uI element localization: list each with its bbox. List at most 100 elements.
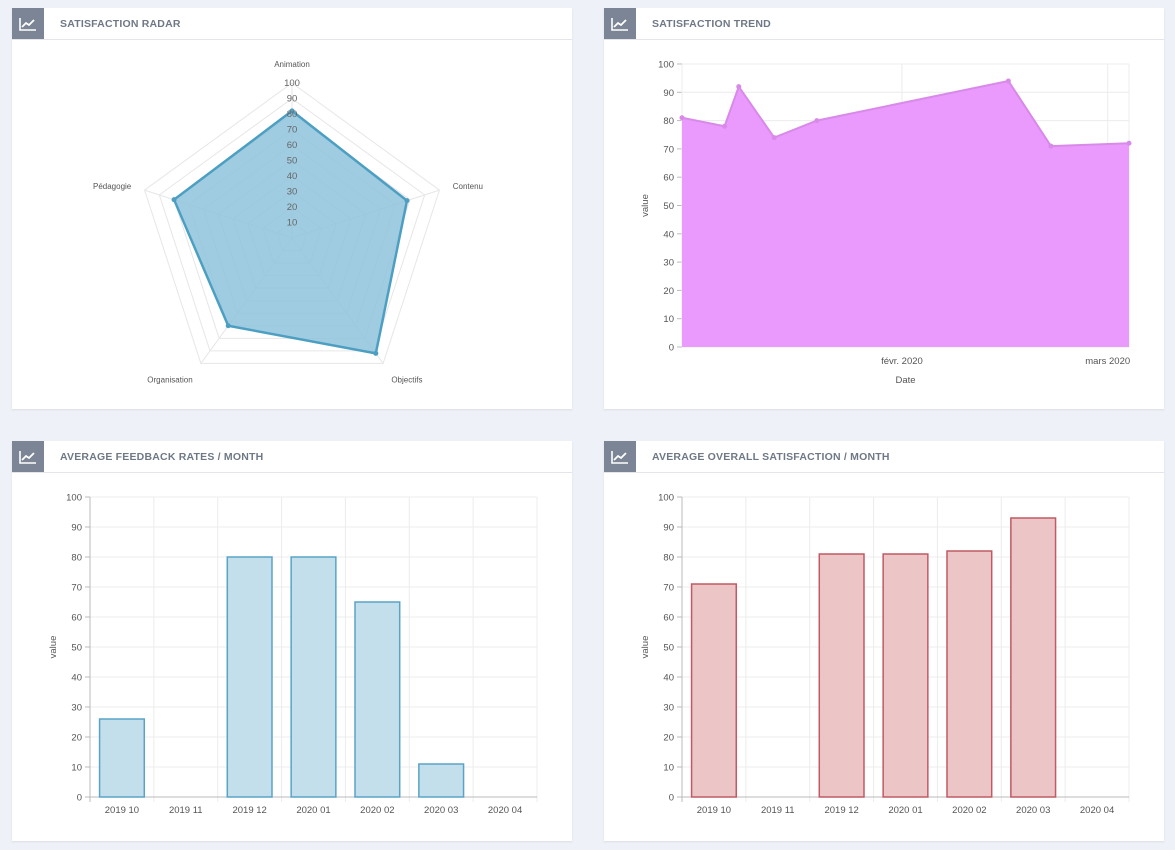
radar-tick-label: 90: [287, 94, 298, 105]
overall-y-tick-label: 50: [663, 643, 674, 654]
trend-y-tick-label: 40: [663, 229, 674, 240]
feedback-y-axis-label: value: [48, 636, 59, 659]
radar-tick-label: 60: [287, 140, 298, 151]
overall-y-tick-label: 60: [663, 613, 674, 624]
radar-tick-label: 100: [284, 78, 300, 89]
overall-x-tick-label: 2020 02: [952, 805, 986, 816]
overall-x-tick-label: 2019 11: [761, 805, 795, 816]
trend-point: [814, 118, 820, 124]
feedback-bar: [290, 556, 337, 798]
feedback-x-tick-label: 2020 01: [296, 805, 330, 816]
radar-chart: 10 20 30 40 50 60 70 80 90 100 Animation Contenu Obj…: [93, 60, 483, 385]
overall-y-tick-label: 90: [663, 523, 674, 534]
chart-line-icon: [604, 441, 636, 472]
overall-x-tick-label: 2019 10: [697, 805, 731, 816]
trend-point: [1005, 78, 1011, 84]
overall-y-axis-label: value: [640, 636, 651, 659]
trend-y-tick-label: 20: [663, 286, 674, 297]
trend-x-tick-label: févr. 2020: [881, 356, 923, 367]
feedback-bar: [226, 556, 273, 798]
overall-x-tick-label: 2019 12: [824, 805, 858, 816]
feedback-x-tick-label: 2019 11: [169, 805, 203, 816]
overall-panel: AVERAGE OVERALL SATISFACTION / MONTH 0 10…: [604, 441, 1164, 841]
trend-point: [1048, 143, 1054, 149]
trend-point: [771, 135, 777, 141]
trend-point: [1126, 140, 1132, 146]
overall-bar: [690, 583, 738, 798]
overall-y-tick-label: 100: [658, 493, 674, 504]
feedback-x-tick-label: 2019 12: [232, 805, 266, 816]
chart-line-icon: [12, 8, 44, 39]
chart-line-icon: [604, 8, 636, 39]
feedback-panel-header: AVERAGE FEEDBACK RATES / MONTH: [12, 441, 572, 473]
radar-axis-label: Animation: [274, 60, 310, 69]
trend-y-tick-label: 30: [663, 258, 674, 269]
feedback-y-tick-label: 20: [71, 733, 82, 744]
feedback-x-tick-label: 2020 04: [488, 805, 522, 816]
trend-y-tick-label: 50: [663, 201, 674, 212]
radar-point: [404, 198, 410, 204]
trend-point: [679, 115, 685, 121]
radar-tick-label: 40: [287, 171, 298, 182]
radar-panel-header: SATISFACTION RADAR: [12, 8, 572, 40]
radar-tick-label: 20: [287, 202, 298, 213]
trend-point: [736, 84, 742, 90]
trend-y-tick-label: 90: [663, 88, 674, 99]
chart-line-icon: [12, 441, 44, 472]
overall-y-tick-label: 30: [663, 703, 674, 714]
feedback-x-tick-label: 2019 10: [105, 805, 139, 816]
feedback-bar: [354, 601, 401, 798]
feedback-y-tick-label: 30: [71, 703, 82, 714]
overall-x-tick-label: 2020 04: [1080, 805, 1114, 816]
trend-chart: 0 10 20 30 40 50 60 70 80 90 100 févr. 2020 mars 202…: [640, 60, 1132, 386]
feedback-bar: [98, 718, 146, 798]
feedback-y-tick-label: 50: [71, 643, 82, 654]
feedback-y-tick-label: 10: [71, 763, 82, 774]
radar-tick-label: 30: [287, 187, 298, 198]
radar-tick-label: 10: [287, 218, 298, 229]
trend-x-tick-label: mars 2020: [1085, 356, 1130, 367]
feedback-x-tick-label: 2020 02: [360, 805, 394, 816]
overall-bar: [946, 550, 993, 798]
radar-axis-label: Pédagogie: [93, 182, 132, 191]
overall-y-tick-label: 0: [669, 793, 674, 804]
feedback-panel: AVERAGE FEEDBACK RATES / MONTH 0 10 20 30 40…: [12, 441, 572, 841]
radar-panel-title: SATISFACTION RADAR: [60, 18, 181, 30]
feedback-x-tick-label: 2020 03: [424, 805, 458, 816]
feedback-bar-chart: 0 10 20 30 40 50 60 70 80 90 100 2019 10 2019 11 2019…: [48, 493, 538, 816]
radar-axis-label: Contenu: [453, 182, 483, 191]
trend-series-area: [682, 80, 1129, 348]
overall-panel-title: AVERAGE OVERALL SATISFACTION / MONTH: [652, 451, 890, 463]
radar-panel: SATISFACTION RADAR 10 20 30 40 50 60 70 80 90 100…: [12, 8, 572, 409]
trend-y-tick-label: 70: [663, 144, 674, 155]
feedback-panel-title: AVERAGE FEEDBACK RATES / MONTH: [60, 451, 264, 463]
radar-tick-label: 50: [287, 156, 298, 167]
radar-axis-label: Organisation: [147, 376, 192, 385]
trend-panel-header: SATISFACTION TREND: [604, 8, 1164, 40]
overall-bar: [882, 553, 929, 798]
overall-panel-header: AVERAGE OVERALL SATISFACTION / MONTH: [604, 441, 1164, 473]
feedback-bar: [418, 763, 465, 798]
overall-y-tick-label: 20: [663, 733, 674, 744]
feedback-y-tick-label: 100: [66, 493, 82, 504]
overall-y-tick-label: 40: [663, 673, 674, 684]
overall-x-tick-label: 2020 01: [888, 805, 922, 816]
trend-panel-title: SATISFACTION TREND: [652, 18, 771, 30]
feedback-y-tick-label: 40: [71, 673, 82, 684]
overall-bar: [1010, 517, 1057, 798]
overall-x-tick-label: 2020 03: [1016, 805, 1050, 816]
trend-y-axis-label: value: [640, 194, 651, 217]
radar-grid-ring: [143, 82, 441, 364]
radar-point: [373, 350, 379, 356]
radar-axis-label: Objectifs: [391, 376, 422, 385]
overall-y-tick-label: 70: [663, 583, 674, 594]
trend-point: [722, 123, 728, 129]
trend-panel: SATISFACTION TREND 0 10 20 30 40 50 60 70 80 90 10…: [604, 8, 1164, 409]
overall-bar-chart: 0 10 20 30 40 50 60 70 80 90 100 2019 10 2019 11 2019…: [640, 493, 1130, 816]
radar-point: [225, 323, 231, 329]
overall-y-tick-label: 10: [663, 763, 674, 774]
radar-grid-ring: [158, 97, 426, 352]
feedback-y-tick-label: 60: [71, 613, 82, 624]
trend-y-tick-label: 80: [663, 116, 674, 127]
radar-tick-label: 70: [287, 125, 298, 136]
